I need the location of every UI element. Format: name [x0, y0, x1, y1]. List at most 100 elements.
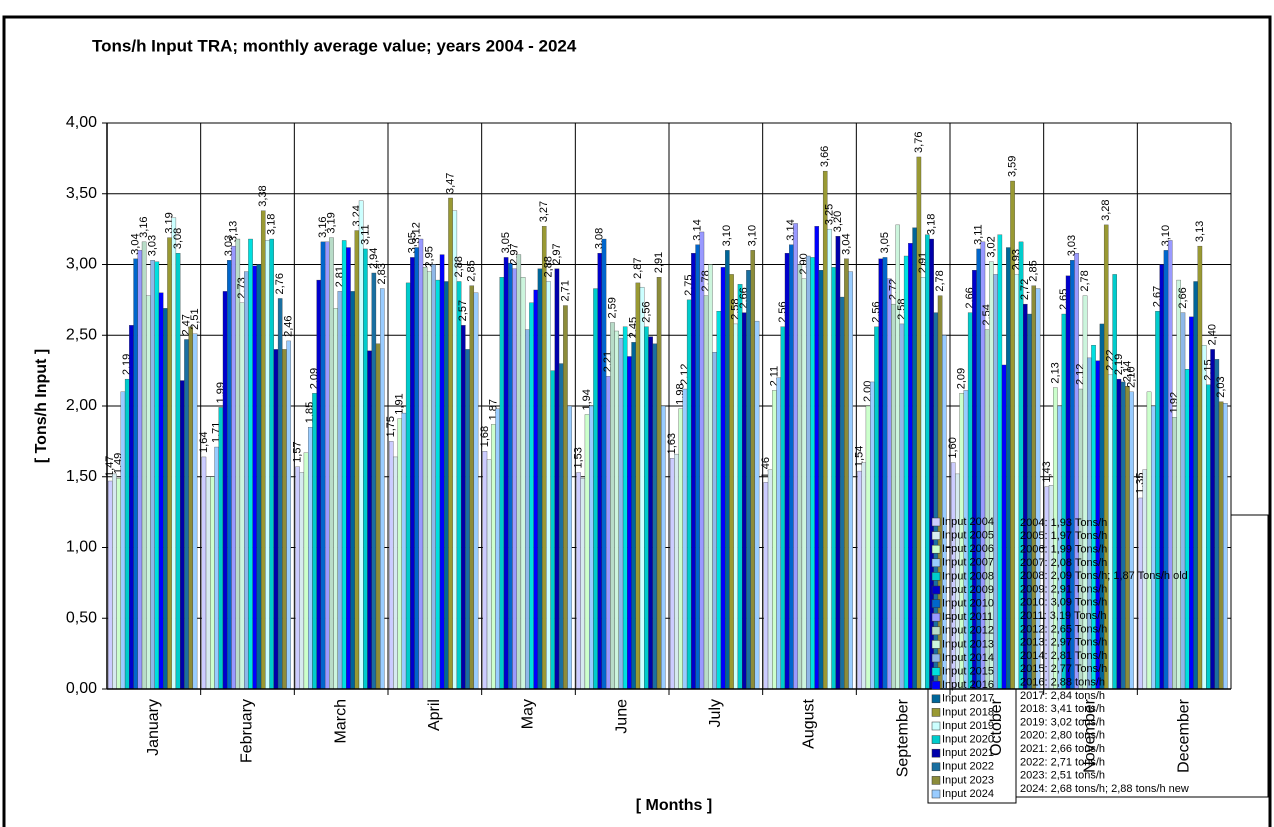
- value-label: 3,18: [266, 214, 278, 235]
- legend-label: Input 2020: [942, 734, 994, 746]
- bar: [533, 289, 539, 690]
- y-tick-label: 2,00: [66, 397, 97, 414]
- legend-label: Input 2023: [942, 774, 994, 786]
- bar: [1167, 240, 1173, 690]
- bar: [861, 462, 867, 690]
- bar: [358, 200, 364, 690]
- y-tick-label: 0,00: [66, 680, 97, 697]
- x-axis-label: [ Months ]: [636, 797, 712, 814]
- bar: [703, 295, 709, 690]
- bar: [997, 234, 1003, 690]
- value-label: 3,19: [325, 212, 337, 233]
- bar: [422, 267, 428, 690]
- bar: [793, 223, 798, 690]
- bar: [248, 238, 253, 690]
- value-label: 2,88: [542, 256, 554, 277]
- y-tick-label: 3,00: [66, 256, 97, 273]
- bar: [354, 230, 360, 690]
- x-tick-label: July: [707, 699, 724, 727]
- note-line: 2024: 2,68 tons/h; 2,88 tons/h new: [1020, 783, 1189, 795]
- bar: [129, 325, 134, 690]
- bar: [1176, 279, 1181, 690]
- bar: [1218, 401, 1224, 690]
- bar: [180, 380, 185, 690]
- value-label: 2,13: [1049, 362, 1061, 383]
- legend-label: Input 2013: [942, 638, 994, 650]
- value-label: 2,66: [1177, 287, 1189, 308]
- bar: [746, 270, 751, 690]
- bar: [844, 258, 849, 690]
- value-label: 3,20: [832, 211, 844, 232]
- value-label: 1,43: [1041, 461, 1053, 482]
- bar: [584, 414, 590, 690]
- bar: [329, 237, 334, 690]
- bar: [444, 281, 449, 690]
- bar: [678, 408, 683, 690]
- bar: [1193, 281, 1198, 690]
- value-label: 3,12: [411, 222, 423, 243]
- value-label: 2,97: [551, 243, 563, 264]
- bar: [346, 247, 351, 690]
- bar: [622, 326, 628, 690]
- bar: [644, 326, 649, 690]
- legend-label: Input 2017: [942, 693, 994, 705]
- bar: [554, 268, 560, 690]
- bar: [1138, 497, 1143, 690]
- y-axis-label: [ Tons/h Input ]: [33, 349, 50, 463]
- legend-label: Input 2005: [942, 530, 994, 542]
- bar: [1006, 247, 1011, 690]
- bar: [716, 311, 722, 690]
- bar: [1163, 250, 1169, 690]
- note-line: 2004: 1,93 Tons/h: [1020, 517, 1107, 529]
- bar: [154, 261, 160, 690]
- bar: [141, 241, 147, 690]
- bar: [529, 302, 534, 690]
- bar: [558, 363, 564, 690]
- bar: [589, 405, 594, 690]
- y-tick-label: 3,50: [66, 185, 97, 202]
- value-label: 3,59: [1006, 156, 1018, 177]
- legend-swatch: [931, 762, 941, 772]
- value-label: 1,54: [853, 446, 865, 467]
- note-line: 2015: 2,77 Tons/h: [1020, 663, 1107, 675]
- bar: [576, 472, 581, 690]
- bar: [563, 305, 568, 690]
- value-label: 3,13: [1194, 221, 1206, 242]
- legend-swatch: [931, 599, 941, 608]
- bar: [341, 240, 347, 690]
- bar: [256, 264, 262, 690]
- bar: [486, 459, 492, 690]
- bar: [414, 247, 419, 690]
- bar: [192, 333, 198, 690]
- bar: [380, 288, 385, 690]
- value-label: 3,16: [138, 216, 150, 237]
- bar: [1151, 405, 1156, 690]
- value-label: 3,47: [444, 173, 456, 194]
- legend-label: Input 2009: [942, 584, 994, 596]
- bar: [814, 226, 820, 690]
- legend-swatch: [931, 531, 941, 540]
- bar: [167, 237, 172, 690]
- bar: [439, 254, 445, 690]
- note-line: 2012: 2,65 Tons/h: [1020, 623, 1107, 635]
- bar: [512, 268, 517, 690]
- note-line: 2021: 2,66 tons/h: [1020, 743, 1105, 755]
- legend-label: Input 2014: [942, 652, 994, 664]
- x-tick-label: February: [239, 699, 256, 763]
- value-label: 2,71: [559, 280, 571, 301]
- bar: [252, 265, 258, 690]
- legend-swatch: [931, 544, 941, 554]
- bar: [273, 349, 279, 690]
- bar: [1201, 345, 1207, 690]
- chart-title: Tons/h Input TRA; monthly average value;…: [92, 36, 577, 55]
- bar: [214, 446, 219, 690]
- value-label: 1,53: [572, 447, 584, 468]
- bar: [899, 323, 905, 690]
- bar: [925, 234, 930, 690]
- value-label: 1,68: [479, 426, 491, 447]
- bar: [312, 393, 317, 690]
- bar: [137, 250, 143, 690]
- legend-swatch: [931, 776, 941, 785]
- bar: [605, 376, 611, 690]
